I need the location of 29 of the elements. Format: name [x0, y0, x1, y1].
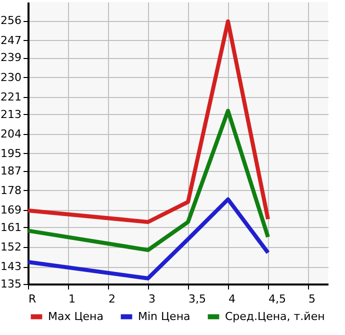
y-tick-label: 195	[0, 146, 22, 160]
legend-label: Max Цена	[48, 310, 104, 323]
y-tick-label: 143	[0, 260, 22, 274]
y-tick-label: 161	[0, 220, 22, 234]
x-tick-label: 1	[68, 292, 76, 306]
y-tick-label: 204	[0, 127, 22, 140]
y-tick-label: 135	[0, 278, 22, 290]
x-tick-label: 5	[308, 292, 316, 306]
x-tick-label: 2	[108, 292, 116, 306]
legend-label: Min Цена	[138, 310, 190, 323]
x-tick-label: 4	[228, 292, 236, 306]
y-tick-label: 221	[0, 90, 22, 104]
line-series	[26, 108, 270, 252]
y-tick-label: 239	[0, 51, 22, 64]
x-tick-label: 3,5	[188, 292, 206, 306]
line-series	[26, 197, 270, 280]
y-tick-label: 152	[0, 240, 22, 254]
x-tick-label: 3	[148, 292, 156, 306]
y-tick-label: 256	[0, 14, 22, 28]
y-tick-label: 230	[0, 70, 22, 84]
y-tick-label: 169	[0, 204, 22, 217]
x-tick-label: 4,5	[268, 292, 286, 306]
y-tick-label: 247	[0, 34, 22, 47]
y-tick-label: 213	[0, 108, 22, 121]
y-tick-label: 178	[0, 184, 22, 197]
line-series	[26, 19, 270, 224]
y-tick-label: 187	[0, 164, 22, 178]
legend-label: Сред.Цена, т.йен	[225, 310, 325, 323]
x-tick-label: R	[28, 292, 36, 306]
